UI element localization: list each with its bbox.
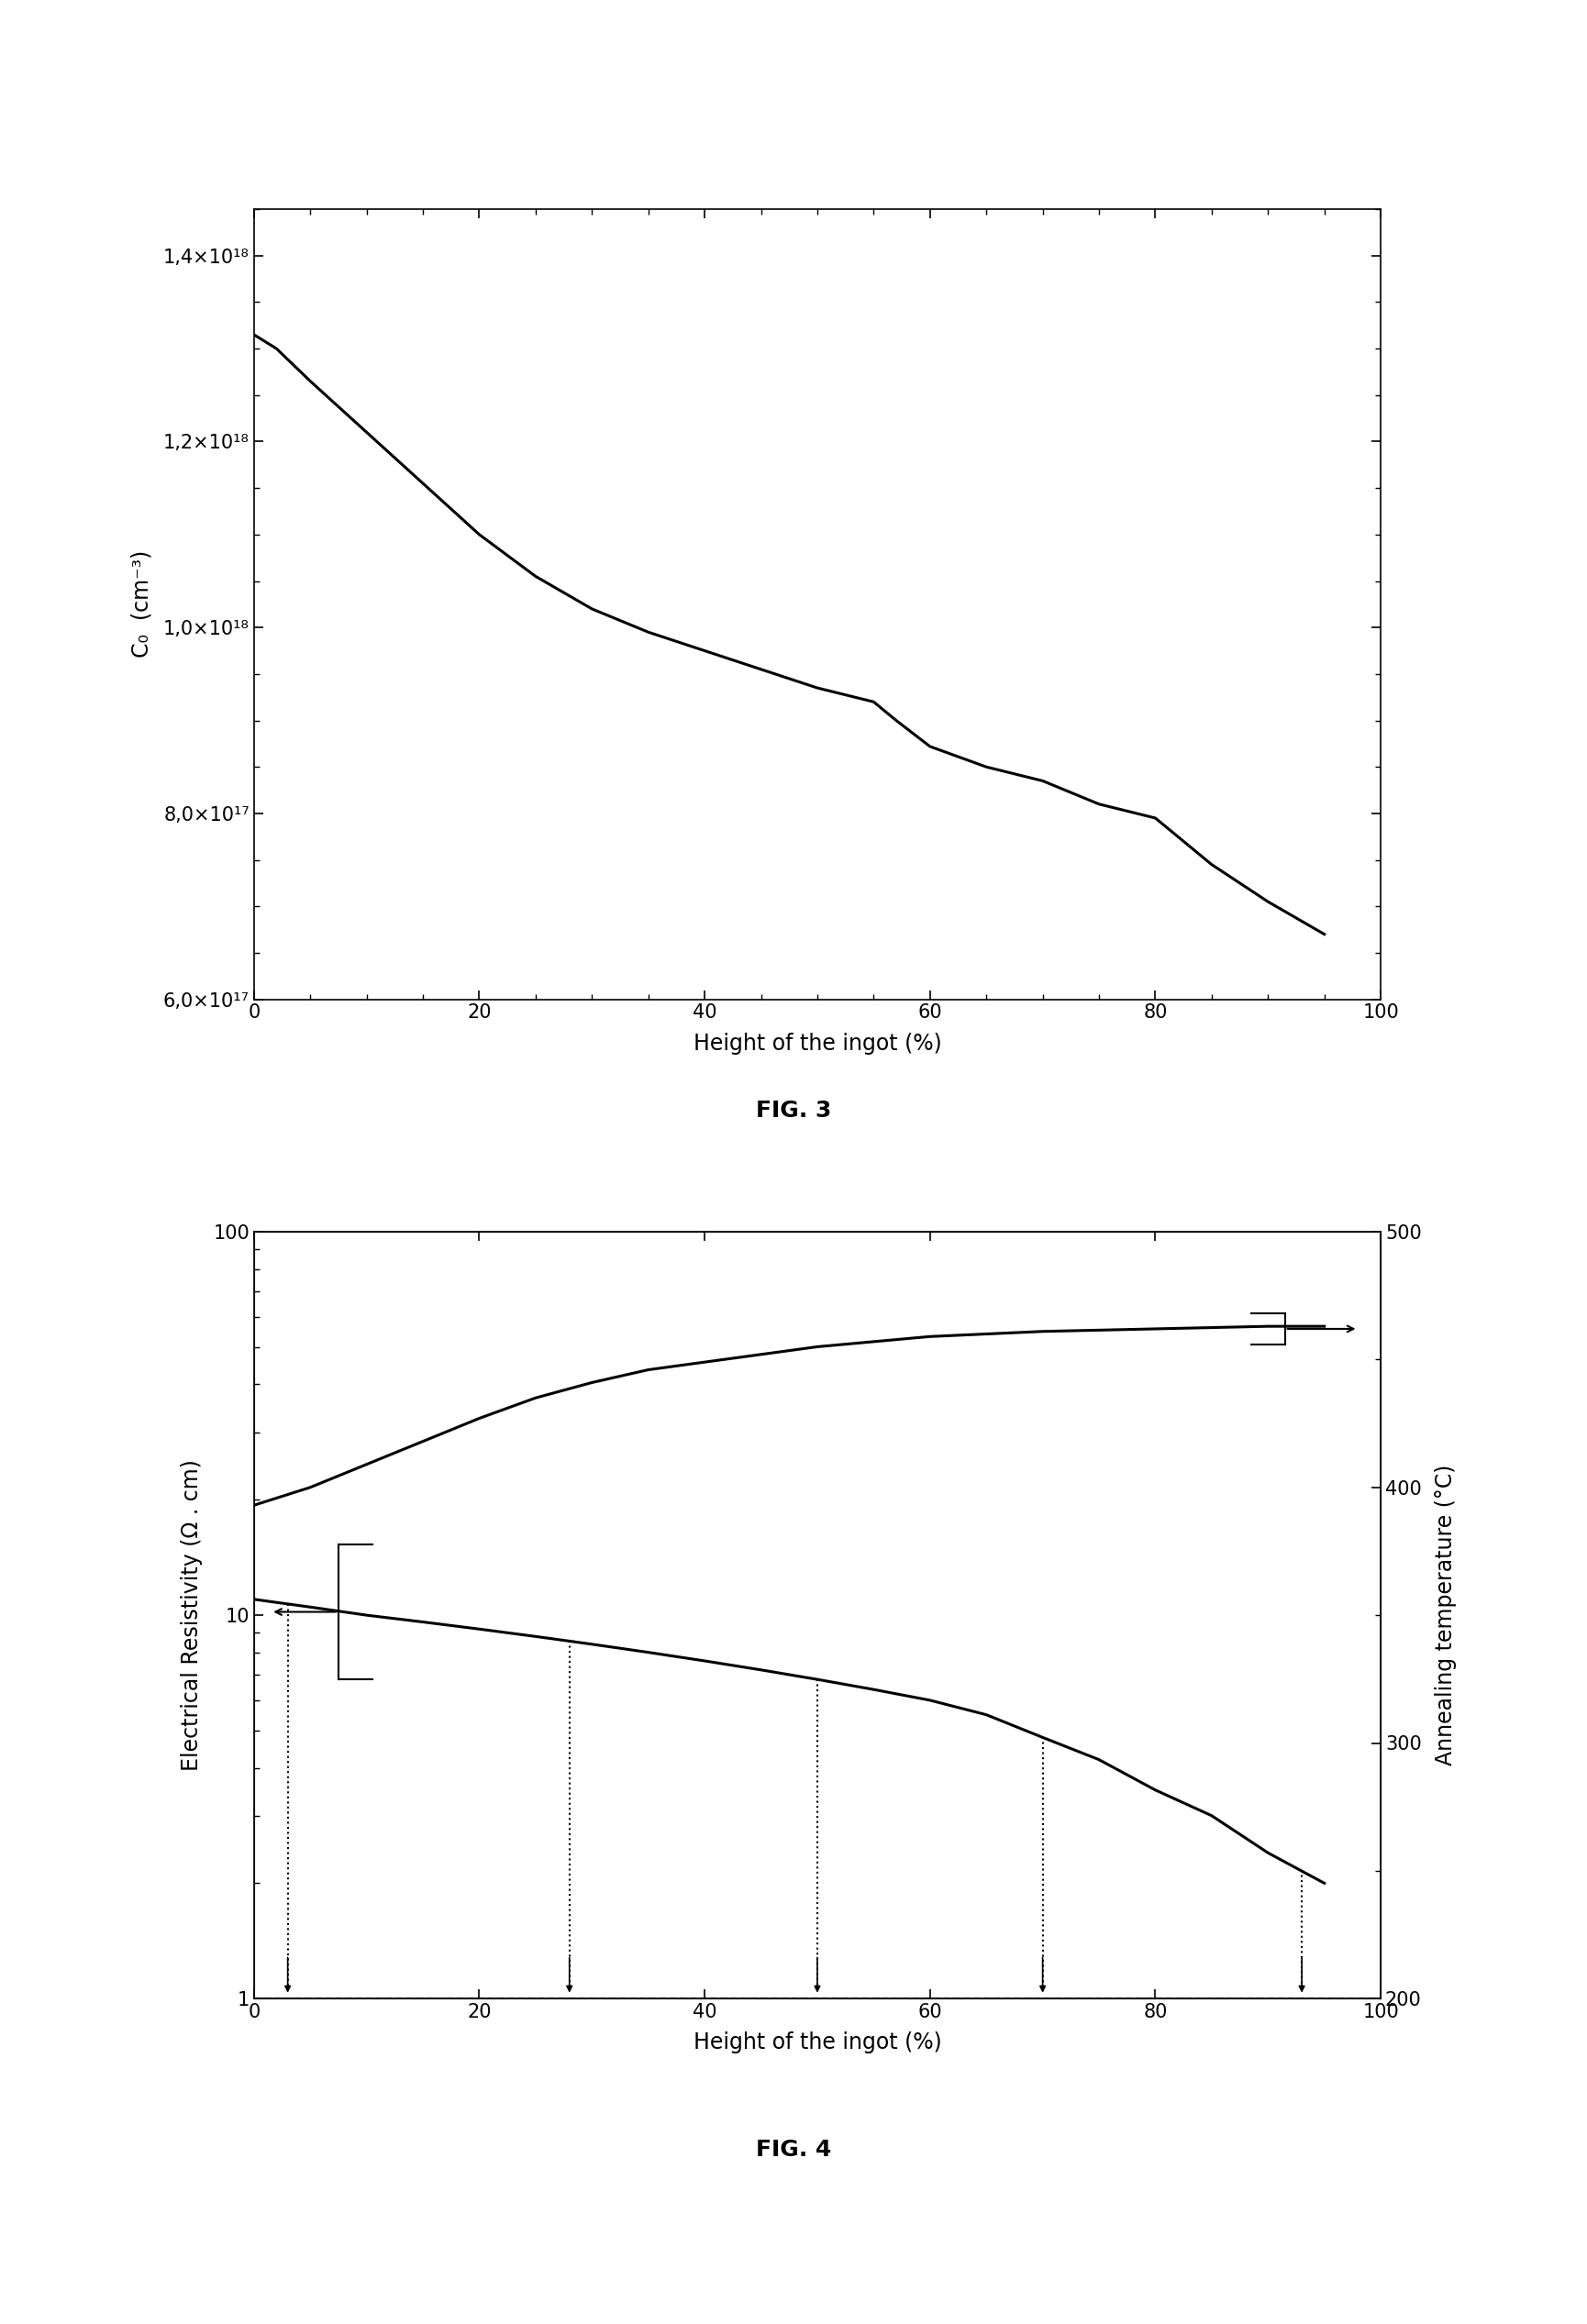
- Y-axis label: C₀  (cm⁻³): C₀ (cm⁻³): [132, 551, 152, 658]
- X-axis label: Height of the ingot (%): Height of the ingot (%): [694, 2031, 941, 2054]
- Text: FIG. 3: FIG. 3: [755, 1099, 832, 1122]
- X-axis label: Height of the ingot (%): Height of the ingot (%): [694, 1032, 941, 1055]
- Y-axis label: Annealing temperature (°C): Annealing temperature (°C): [1435, 1464, 1457, 1766]
- Y-axis label: Electrical Resistivity (Ω . cm): Electrical Resistivity (Ω . cm): [181, 1459, 203, 1771]
- Text: FIG. 4: FIG. 4: [755, 2138, 832, 2161]
